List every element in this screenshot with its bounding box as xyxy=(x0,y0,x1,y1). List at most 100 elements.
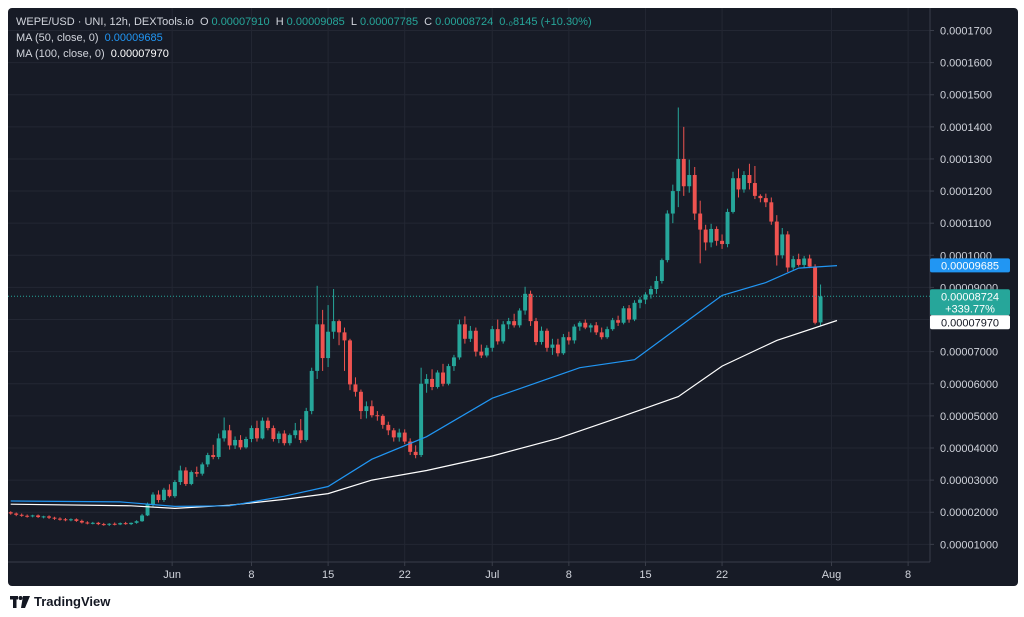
candle[interactable] xyxy=(555,338,560,357)
candle[interactable] xyxy=(276,431,281,444)
candle[interactable] xyxy=(720,234,725,249)
candle[interactable] xyxy=(610,317,615,331)
candle[interactable] xyxy=(758,194,763,203)
candle[interactable] xyxy=(408,438,413,456)
candle[interactable] xyxy=(282,430,287,446)
candle[interactable] xyxy=(178,465,183,485)
candle[interactable] xyxy=(41,515,46,519)
candle[interactable] xyxy=(484,345,489,358)
candle[interactable] xyxy=(320,309,325,371)
candle[interactable] xyxy=(25,514,30,518)
candle[interactable] xyxy=(599,327,604,340)
candle[interactable] xyxy=(96,521,101,526)
candle[interactable] xyxy=(692,166,697,220)
candle[interactable] xyxy=(52,516,57,520)
candle[interactable] xyxy=(424,374,429,393)
candle[interactable] xyxy=(703,224,708,251)
candle[interactable] xyxy=(468,325,473,343)
candle[interactable] xyxy=(90,521,95,525)
candle[interactable] xyxy=(391,428,396,442)
candle[interactable] xyxy=(435,370,440,389)
candle[interactable] xyxy=(780,227,785,259)
candle[interactable] xyxy=(74,518,79,522)
candle[interactable] xyxy=(632,300,637,322)
candle[interactable] xyxy=(167,484,172,498)
candle[interactable] xyxy=(681,126,686,196)
candle[interactable] xyxy=(298,419,303,444)
candle[interactable] xyxy=(796,253,801,267)
candle[interactable] xyxy=(172,480,177,498)
candle[interactable] xyxy=(85,521,90,525)
candle[interactable] xyxy=(545,328,549,352)
candle[interactable] xyxy=(315,285,320,379)
candle[interactable] xyxy=(479,344,484,359)
candle[interactable] xyxy=(205,452,210,467)
candle[interactable] xyxy=(643,292,648,305)
candle[interactable] xyxy=(451,354,456,371)
candle[interactable] xyxy=(659,258,664,284)
candle[interactable] xyxy=(736,168,741,198)
candle[interactable] xyxy=(441,363,445,387)
candle[interactable] xyxy=(293,422,298,439)
candle[interactable] xyxy=(19,513,24,517)
candle[interactable] xyxy=(222,417,227,442)
candle[interactable] xyxy=(227,424,232,450)
candle[interactable] xyxy=(577,321,582,331)
candle[interactable] xyxy=(517,308,522,328)
candle[interactable] xyxy=(101,522,106,526)
candle[interactable] xyxy=(140,513,145,522)
candle[interactable] xyxy=(725,208,730,248)
candle[interactable] xyxy=(161,487,166,502)
candle[interactable] xyxy=(79,519,84,524)
candle[interactable] xyxy=(123,521,128,525)
candle[interactable] xyxy=(714,226,719,246)
candle[interactable] xyxy=(287,433,292,446)
candle[interactable] xyxy=(446,363,451,386)
candle[interactable] xyxy=(512,313,517,328)
candle[interactable] xyxy=(30,514,35,518)
candle[interactable] xyxy=(566,331,571,345)
candle[interactable] xyxy=(506,317,511,330)
candle[interactable] xyxy=(813,264,818,325)
candle[interactable] xyxy=(572,324,577,344)
candle[interactable] xyxy=(534,317,538,346)
candle[interactable] xyxy=(627,305,632,323)
candle[interactable] xyxy=(594,322,599,335)
candle[interactable] xyxy=(670,184,675,224)
candle[interactable] xyxy=(561,333,566,355)
candle[interactable] xyxy=(698,200,703,264)
candle[interactable] xyxy=(741,171,746,193)
candle[interactable] xyxy=(774,215,779,266)
candle[interactable] xyxy=(156,490,161,503)
candle[interactable] xyxy=(818,284,823,327)
candle[interactable] xyxy=(200,462,205,476)
ma50-line[interactable] xyxy=(10,265,838,508)
candle[interactable] xyxy=(369,400,374,418)
candle[interactable] xyxy=(462,316,467,344)
candle[interactable] xyxy=(413,445,418,459)
candle[interactable] xyxy=(621,306,626,325)
candle[interactable] xyxy=(58,517,62,521)
candle[interactable] xyxy=(326,305,331,368)
candle[interactable] xyxy=(211,444,216,460)
candle[interactable] xyxy=(342,327,347,371)
candle[interactable] xyxy=(14,512,19,517)
candle[interactable] xyxy=(495,319,500,345)
candle[interactable] xyxy=(331,289,336,339)
candle[interactable] xyxy=(419,367,424,457)
candle[interactable] xyxy=(249,425,254,443)
candle[interactable] xyxy=(769,197,774,225)
candle[interactable] xyxy=(397,428,402,442)
candle[interactable] xyxy=(216,433,221,460)
candle[interactable] xyxy=(47,515,52,519)
candle[interactable] xyxy=(583,319,588,330)
candle[interactable] xyxy=(550,338,555,355)
candle[interactable] xyxy=(36,514,41,519)
candle[interactable] xyxy=(523,286,528,315)
candle[interactable] xyxy=(785,231,790,272)
candle[interactable] xyxy=(337,319,342,346)
tradingview-brand[interactable]: TradingView xyxy=(10,594,110,609)
candle[interactable] xyxy=(107,523,112,527)
candle[interactable] xyxy=(68,518,73,522)
ma100-line[interactable] xyxy=(10,319,838,510)
